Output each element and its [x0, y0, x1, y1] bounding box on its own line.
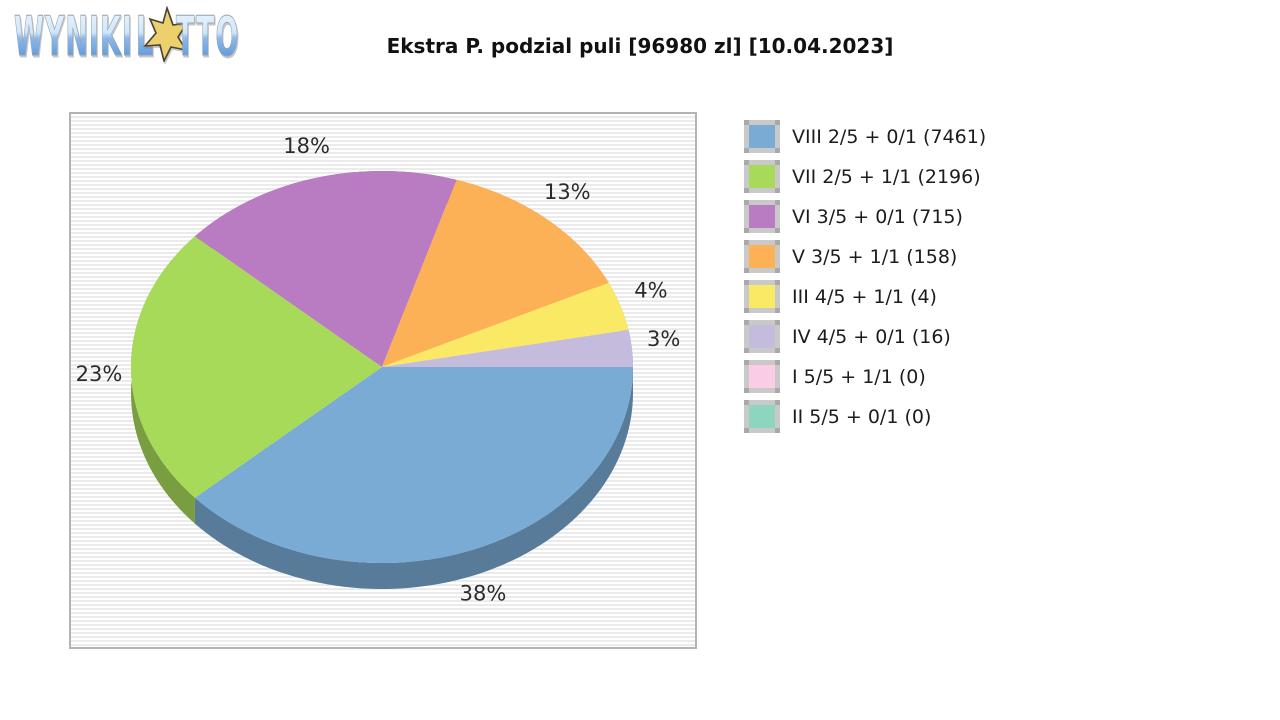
legend-swatch-I — [744, 360, 780, 393]
chart-legend: VIII 2/5 + 0/1 (7461) VII 2/5 + 1/1 (2196… — [744, 120, 986, 440]
legend-item-VI: VI 3/5 + 0/1 (715) — [744, 200, 986, 233]
logo-word-tto: TTO — [176, 5, 240, 68]
pie-label-VIII: 38% — [460, 581, 507, 605]
legend-item-VII: VII 2/5 + 1/1 (2196) — [744, 160, 986, 193]
legend-item-VIII: VIII 2/5 + 0/1 (7461) — [744, 120, 986, 153]
legend-swatch-IV — [744, 320, 780, 353]
page-title: Ekstra P. podzial puli [96980 zl] [10.04… — [386, 34, 894, 58]
logo-word-l: L — [136, 5, 155, 68]
legend-label: I 5/5 + 1/1 (0) — [792, 365, 926, 388]
pie-slice-VII — [131, 236, 382, 498]
pie-slice-side-VIII — [194, 367, 633, 589]
pie-slice-III — [382, 282, 629, 367]
pie-slice-VIII — [194, 367, 633, 563]
logo-star-icon — [143, 6, 188, 62]
legend-item-I: I 5/5 + 1/1 (0) — [744, 360, 986, 393]
pie-label-IV: 3% — [647, 327, 680, 351]
pie-label-V: 13% — [544, 180, 591, 204]
legend-label: VIII 2/5 + 0/1 (7461) — [792, 125, 987, 148]
legend-item-II: II 5/5 + 0/1 (0) — [744, 400, 986, 433]
legend-swatch-VI — [744, 200, 780, 233]
legend-label: III 4/5 + 1/1 (4) — [792, 285, 937, 308]
pie-label-VI: 18% — [283, 134, 330, 158]
legend-swatch-II — [744, 400, 780, 433]
pie-chart-panel: 38% 23% 18% 13% 4% 3% — [69, 112, 697, 649]
site-logo[interactable]: WYNIKI L TTO — [14, 5, 246, 68]
pie-label-VII: 23% — [76, 362, 123, 386]
pie-slice-V — [382, 179, 609, 367]
legend-swatch-VIII — [744, 120, 780, 153]
legend-label: VII 2/5 + 1/1 (2196) — [792, 165, 981, 188]
legend-item-IV: IV 4/5 + 0/1 (16) — [744, 320, 986, 353]
legend-label: V 3/5 + 1/1 (158) — [792, 245, 958, 268]
legend-label: VI 3/5 + 0/1 (715) — [792, 205, 963, 228]
pie-chart: 38% 23% 18% 13% 4% 3% — [76, 134, 681, 605]
legend-item-III: III 4/5 + 1/1 (4) — [744, 280, 986, 313]
logo-word-wyniki: WYNIKI — [14, 5, 133, 68]
legend-swatch-V — [744, 240, 780, 273]
legend-label: IV 4/5 + 0/1 (16) — [792, 325, 951, 348]
legend-item-V: V 3/5 + 1/1 (158) — [744, 240, 986, 273]
legend-label: II 5/5 + 0/1 (0) — [792, 405, 932, 428]
legend-swatch-III — [744, 280, 780, 313]
legend-swatch-VII — [744, 160, 780, 193]
pie-slice-IV — [382, 329, 633, 367]
pie-slice-VI — [194, 171, 457, 367]
pie-label-III: 4% — [634, 279, 667, 303]
